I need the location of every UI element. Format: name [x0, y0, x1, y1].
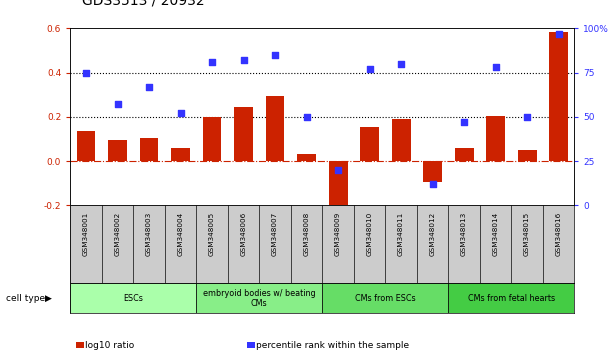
Point [81, 70, 91, 75]
Bar [549, 32, 568, 161]
Bar [386, 205, 417, 283]
Bar [133, 205, 165, 283]
Point [396, 61, 406, 67]
Bar [291, 205, 323, 283]
Point [112, 102, 122, 107]
Bar [448, 283, 574, 313]
Bar [297, 154, 316, 161]
Text: GSM348001: GSM348001 [83, 212, 89, 256]
Bar [234, 107, 253, 161]
Bar [203, 117, 221, 161]
Bar [108, 140, 127, 161]
Bar [486, 116, 505, 161]
Point [365, 66, 375, 72]
Bar [392, 119, 411, 161]
Point [302, 114, 312, 120]
Text: GSM348008: GSM348008 [304, 212, 310, 256]
Bar [102, 205, 133, 283]
Text: GSM348007: GSM348007 [272, 212, 278, 256]
Text: GSM348005: GSM348005 [209, 212, 215, 256]
Text: ESCs: ESCs [123, 294, 143, 303]
Point [491, 64, 500, 70]
Bar [323, 205, 354, 283]
Bar [448, 205, 480, 283]
Bar [518, 150, 536, 161]
Text: CMs from fetal hearts: CMs from fetal hearts [468, 294, 555, 303]
Text: GSM348014: GSM348014 [492, 212, 499, 256]
Text: GSM348016: GSM348016 [555, 212, 562, 256]
Point [428, 181, 437, 187]
Bar [196, 205, 228, 283]
Bar [165, 205, 196, 283]
Point [239, 57, 249, 63]
Bar [171, 148, 190, 161]
Bar [196, 283, 323, 313]
Text: GDS3513 / 20932: GDS3513 / 20932 [82, 0, 205, 7]
Text: GSM348010: GSM348010 [367, 212, 373, 256]
Point [522, 114, 532, 120]
Text: GSM348004: GSM348004 [178, 212, 183, 256]
Bar [70, 205, 102, 283]
Text: GSM348009: GSM348009 [335, 212, 341, 256]
Bar [329, 161, 348, 214]
Text: CMs from ESCs: CMs from ESCs [355, 294, 415, 303]
Text: GSM348002: GSM348002 [114, 212, 120, 256]
Point [459, 119, 469, 125]
Bar [354, 205, 386, 283]
Bar [76, 131, 95, 161]
Text: embryoid bodies w/ beating
CMs: embryoid bodies w/ beating CMs [203, 289, 316, 308]
Bar [543, 205, 574, 283]
Text: ▶: ▶ [45, 294, 51, 303]
Text: log10 ratio: log10 ratio [85, 341, 134, 350]
Point [144, 84, 154, 90]
Text: GSM348012: GSM348012 [430, 212, 436, 256]
Point [333, 167, 343, 173]
Text: GSM348003: GSM348003 [146, 212, 152, 256]
Bar [228, 205, 259, 283]
Text: percentile rank within the sample: percentile rank within the sample [256, 341, 409, 350]
Bar [266, 96, 285, 161]
Bar [70, 283, 196, 313]
Text: cell type: cell type [6, 294, 45, 303]
Bar [511, 205, 543, 283]
Bar [480, 205, 511, 283]
Bar [417, 205, 448, 283]
Bar [455, 148, 474, 161]
Point [270, 52, 280, 58]
Bar [139, 138, 158, 161]
Text: GSM348013: GSM348013 [461, 212, 467, 256]
Text: GSM348015: GSM348015 [524, 212, 530, 256]
Text: GSM348011: GSM348011 [398, 212, 404, 256]
Point [207, 59, 217, 65]
Bar [360, 127, 379, 161]
Bar [259, 205, 291, 283]
Point [175, 110, 185, 116]
Bar [423, 161, 442, 182]
Point [554, 31, 563, 36]
Bar [323, 283, 448, 313]
Text: GSM348006: GSM348006 [241, 212, 247, 256]
